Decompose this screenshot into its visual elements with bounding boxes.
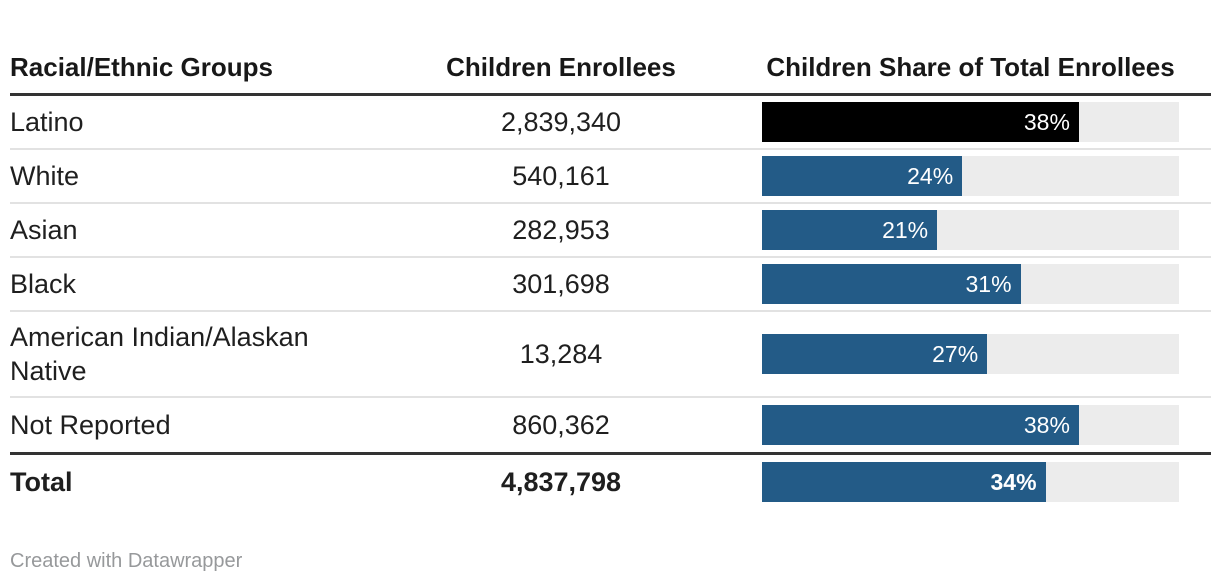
- group-cell: Asian: [10, 215, 78, 245]
- table-row: American Indian/Alaskan Native 13,284 27%: [10, 312, 1211, 398]
- enrollees-cell: 301,698: [512, 268, 610, 299]
- table-row: Asian 282,953 21%: [10, 204, 1211, 258]
- attribution: Created with Datawrapper: [10, 549, 1211, 573]
- share-bar-track: 21%: [762, 210, 1179, 250]
- share-bar-fill: 21%: [762, 210, 938, 250]
- enrollees-cell: 2,839,340: [500, 106, 622, 137]
- share-bar-track: 38%: [762, 102, 1179, 142]
- share-bar-fill: 34%: [762, 462, 1046, 502]
- group-cell: American Indian/Alaskan Native: [10, 322, 309, 386]
- share-bar-track: 27%: [762, 334, 1179, 374]
- share-bar-track: 24%: [762, 156, 1179, 196]
- datawrapper-credit-link[interactable]: Created with Datawrapper: [10, 550, 243, 572]
- enrollees-cell: 540,161: [512, 160, 610, 191]
- table-row: White 540,161 24%: [10, 150, 1211, 204]
- table-body: Latino 2,839,340 38% White 540,161 24% Asian 28…: [10, 96, 1211, 509]
- share-bar-fill: 24%: [762, 156, 963, 196]
- table-row: Black 301,698 31%: [10, 258, 1211, 312]
- share-bar-fill: 27%: [762, 334, 988, 374]
- group-cell: Black: [10, 269, 77, 299]
- group-cell: Not Reported: [10, 410, 171, 440]
- share-bar-fill: 31%: [762, 264, 1021, 304]
- share-value-label: 27%: [932, 340, 979, 367]
- table-row: Not Reported 860,362 38%: [10, 398, 1211, 452]
- share-value-label: 34%: [990, 468, 1037, 495]
- group-cell: Latino: [10, 107, 84, 137]
- column-header-groups: Racial/Ethnic Groups: [10, 51, 273, 82]
- total-row: Total 4,837,798 34%: [10, 452, 1211, 509]
- group-cell: White: [10, 161, 80, 191]
- share-value-label: 38%: [1023, 108, 1070, 135]
- enrollees-cell: 13,284: [519, 338, 603, 369]
- share-value-label: 38%: [1023, 411, 1070, 438]
- column-header-enrollees: Children Enrollees: [446, 51, 676, 82]
- group-cell: Total: [10, 467, 73, 497]
- share-bar-track: 31%: [762, 264, 1179, 304]
- enrollees-cell: 860,362: [512, 409, 610, 440]
- share-bar-fill: 38%: [762, 102, 1079, 142]
- table-row: Latino 2,839,340 38%: [10, 96, 1211, 150]
- table-header-row: Racial/Ethnic Groups Children Enrollees …: [10, 40, 1211, 96]
- enrollees-cell: 282,953: [512, 214, 610, 245]
- share-value-label: 24%: [907, 162, 954, 189]
- share-value-label: 31%: [965, 270, 1012, 297]
- share-bar-track: 38%: [762, 405, 1179, 445]
- share-bar-fill: 38%: [762, 405, 1079, 445]
- enrollees-cell: 4,837,798: [500, 466, 622, 497]
- column-header-share: Children Share of Total Enrollees: [766, 51, 1175, 82]
- share-bar-track: 34%: [762, 462, 1179, 502]
- share-value-label: 21%: [882, 216, 929, 243]
